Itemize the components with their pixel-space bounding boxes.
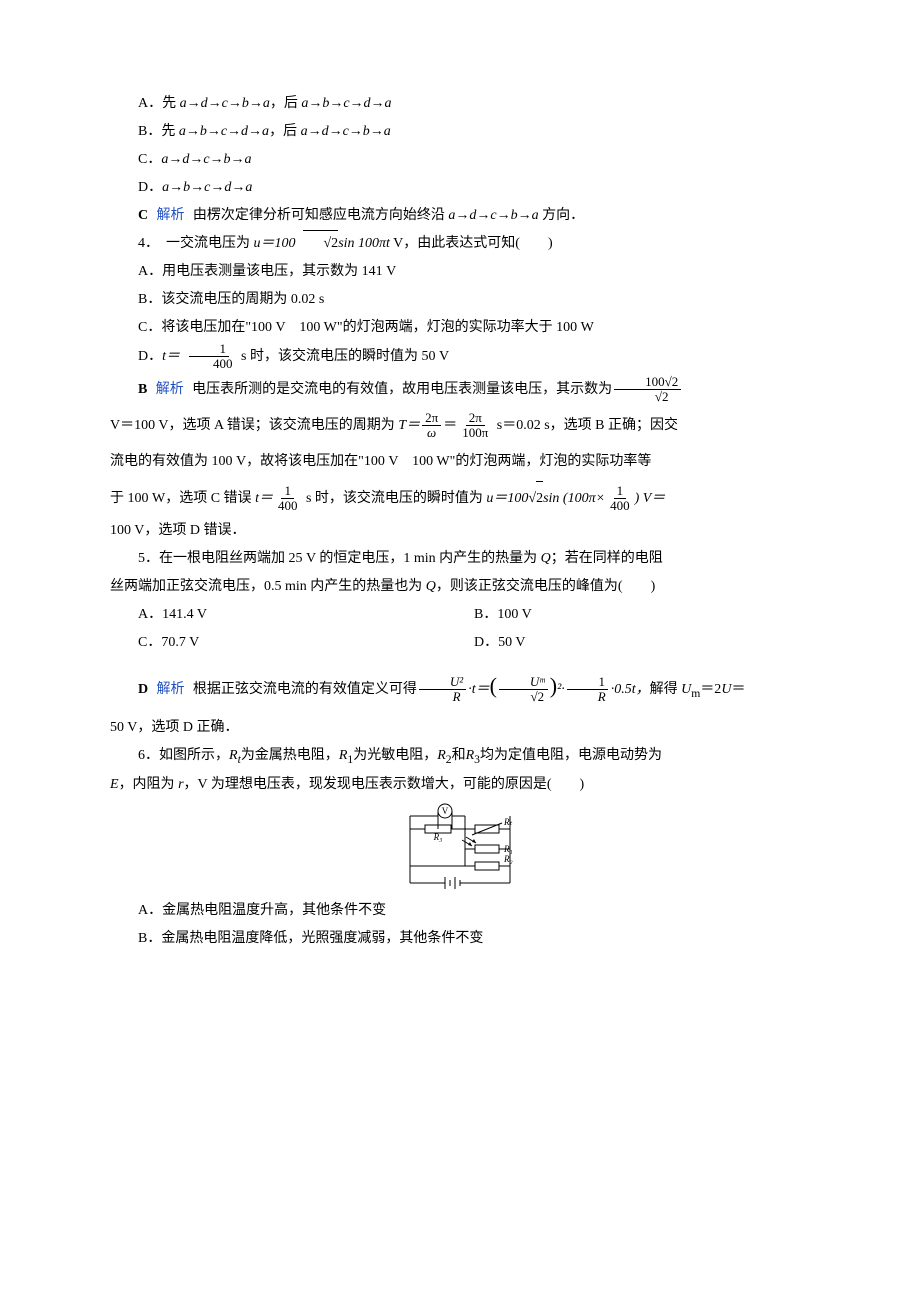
q4-answer-line5: 100 V，选项 D 错误． [110, 517, 810, 545]
answer-letter: C [138, 208, 148, 223]
q4-answer-line2: V＝100 V，选项 A 错误；该交流电压的周期为 T＝2πω＝2π100π s… [110, 408, 810, 444]
q3-answer: C解析由楞次定律分析可知感应电流方向始终沿 a→d→c→b→a 方向． [110, 202, 810, 230]
q4-option-b: B．该交流电压的周期为 0.02 s [110, 286, 810, 314]
q3-option-a: A．先 a→d→c→b→a，后 a→b→c→d→a [110, 90, 810, 118]
q4-option-a: A．用电压表测量该电压，其示数为 141 V [110, 258, 810, 286]
q4-answer-line1: B解析电压表所测的是交流电的有效值，故用电压表测量该电压，其示数为100√2√2 [110, 372, 810, 408]
q4-option-c: C．将该电压加在"100 V 100 W"的灯泡两端，灯泡的实际功率大于 100… [110, 314, 810, 342]
analysis-label: 解析 [156, 382, 184, 397]
analysis-label: 解析 [157, 682, 185, 697]
q4-option-d: D．t＝1400 s 时，该交流电压的瞬时值为 50 V [110, 342, 810, 372]
answer-letter: B [138, 382, 147, 397]
analysis-label: 解析 [157, 208, 185, 223]
answer-letter: D [138, 682, 148, 697]
q6-option-b: B．金属热电阻温度降低，光照强度减弱，其他条件不变 [110, 925, 810, 953]
circuit-diagram: V R₃ Rₜ R₁ R₂ [110, 803, 810, 893]
q4-answer-line4: 于 100 W，选项 C 错误 t＝1400 s 时，该交流电压的瞬时值为 u＝… [110, 481, 810, 517]
svg-text:R₃: R₃ [433, 832, 443, 842]
q5-answer-line2: 50 V，选项 D 正确． [110, 714, 810, 742]
q4-stem: 4． 一交流电压为 u＝100√2sin 100πt V，由此表达式可知( ) [110, 230, 810, 258]
q5-stem-line1: 5．在一根电阻丝两端加 25 V 的恒定电压，1 min 内产生的热量为 Q；若… [110, 545, 810, 573]
q3-option-c: C．a→d→c→b→a [110, 146, 810, 174]
q4-answer-line3: 流电的有效值为 100 V，故将该电压加在"100 V 100 W"的灯泡两端，… [110, 444, 810, 480]
q6-option-a: A．金属热电阻温度升高，其他条件不变 [110, 897, 810, 925]
q5-answer-line1: D解析根据正弦交流电流的有效值定义可得U²R·t＝(Uᵐ√2)²·1R·0.5t… [110, 657, 810, 714]
svg-text:Rₜ: Rₜ [503, 817, 512, 827]
q6-stem-line1: 6．如图所示，Rt为金属热电阻，R1为光敏电阻，R2和R3均为定值电阻，电源电动… [110, 742, 810, 771]
svg-text:R₁: R₁ [503, 844, 513, 854]
svg-text:R₂: R₂ [503, 854, 513, 864]
svg-text:V: V [442, 806, 449, 816]
q6-stem-line2: E，内阻为 r，V 为理想电压表，现发现电压表示数增大，可能的原因是( ) [110, 771, 810, 799]
q5-stem-line2: 丝两端加正弦交流电压，0.5 min 内产生的热量也为 Q，则该正弦交流电压的峰… [110, 573, 810, 601]
q3-option-d: D．a→b→c→d→a [110, 174, 810, 202]
q5-options-row1: A．141.4 V B．100 V [110, 601, 810, 629]
q3-option-b: B．先 a→b→c→d→a，后 a→d→c→b→a [110, 118, 810, 146]
q5-options-row2: C．70.7 V D．50 V [110, 629, 810, 657]
